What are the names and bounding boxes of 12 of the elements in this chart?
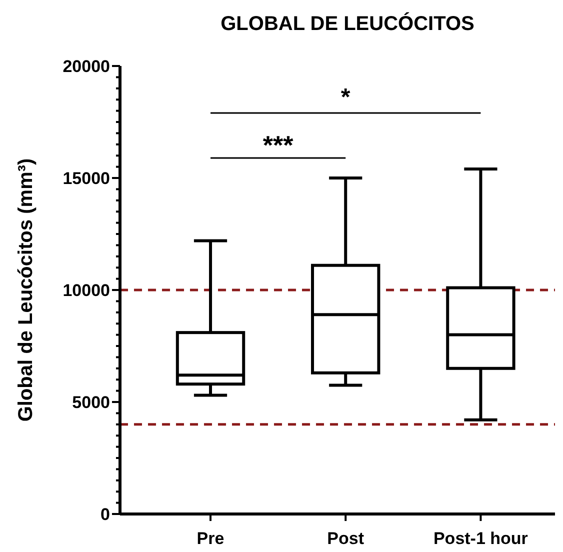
y-tick-label: 0 (100, 504, 110, 524)
y-tick-label: 15000 (62, 168, 110, 188)
y-tick-label: 5000 (72, 392, 110, 412)
annotation: *** (262, 130, 294, 160)
annotation: * (340, 84, 351, 111)
x-tick-label: Pre (196, 529, 224, 548)
y-tick-label: 20000 (62, 56, 110, 76)
chart-title: GLOBAL DE LEUCÓCITOS (220, 12, 474, 35)
y-tick-label: 10000 (62, 280, 110, 300)
x-tick-label: Post-1 hour (433, 529, 528, 548)
x-tick-label: Post (327, 529, 364, 548)
y-axis-title: Global de Leucócitos (mm³) (15, 158, 37, 422)
